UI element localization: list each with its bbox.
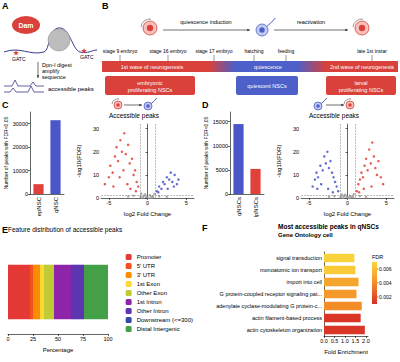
svg-text:2nd wave of neurogenesis: 2nd wave of neurogenesis: [330, 64, 394, 70]
svg-text:-log10(FDR): -log10(FDR): [276, 145, 282, 178]
svg-text:0.0: 0.0: [320, 338, 328, 344]
svg-text:Other Intron: Other Intron: [137, 308, 169, 314]
svg-text:GATC: GATC: [12, 56, 26, 62]
svg-text:0: 0: [296, 195, 299, 201]
svg-text:larval: larval: [354, 80, 367, 86]
svg-text:late 1st instar: late 1st instar: [357, 48, 387, 54]
svg-text:Gene Ontology cell: Gene Ontology cell: [278, 232, 333, 238]
svg-text:1.0: 1.0: [341, 338, 349, 344]
svg-text:B: B: [102, 1, 109, 11]
svg-text:-log10(FDR): -log10(FDR): [76, 145, 82, 178]
svg-text:F: F: [202, 223, 208, 233]
svg-text:0.004: 0.004: [379, 280, 392, 286]
svg-text:epNSC: epNSC: [36, 196, 42, 216]
svg-text:Distal Intergenic: Distal Intergenic: [137, 326, 180, 332]
svg-text:0: 0: [96, 195, 99, 201]
svg-text:log2 Fold Change: log2 Fold Change: [324, 211, 372, 217]
svg-text:5: 5: [185, 200, 188, 206]
svg-text:10000: 10000: [213, 143, 228, 149]
svg-text:0.002: 0.002: [379, 294, 392, 300]
svg-text:20000: 20000: [13, 144, 28, 150]
svg-text:0: 0: [225, 191, 228, 197]
svg-text:actin filament-based process: actin filament-based process: [252, 315, 322, 321]
svg-text:Dam: Dam: [18, 22, 33, 29]
svg-text:monoatomic ion transport: monoatomic ion transport: [260, 267, 323, 273]
svg-text:E: E: [2, 225, 8, 235]
svg-text:0: 0: [146, 200, 149, 206]
svg-text:20: 20: [93, 149, 99, 155]
svg-text:reactivation: reactivation: [297, 19, 325, 25]
svg-text:-5: -5: [106, 200, 111, 206]
svg-text:FDR: FDR: [372, 254, 383, 260]
svg-text:30: 30: [93, 126, 99, 132]
svg-text:75: 75: [80, 336, 86, 342]
svg-text:Accessible peaks: Accessible peaks: [309, 112, 360, 120]
svg-text:30000: 30000: [13, 121, 28, 127]
svg-text:proliferating NSCs: proliferating NSCs: [128, 87, 173, 93]
svg-text:qNSC: qNSC: [53, 196, 59, 213]
svg-text:qNSCs: qNSCs: [236, 197, 242, 216]
svg-text:adenylate cyclase-modulating G: adenylate cyclase-modulating G protein-c…: [216, 303, 322, 309]
svg-text:sequence: sequence: [42, 74, 66, 80]
svg-text:Dpn-I digest: Dpn-I digest: [42, 62, 72, 68]
svg-text:10000: 10000: [13, 168, 28, 174]
svg-text:GATC: GATC: [80, 54, 94, 60]
svg-text:embryonic: embryonic: [137, 80, 163, 86]
svg-text:A: A: [2, 1, 9, 11]
svg-text:10: 10: [93, 172, 99, 178]
svg-text:accessible peaks: accessible peaks: [48, 86, 94, 92]
svg-text:quiescence induction: quiescence induction: [180, 19, 231, 25]
svg-text:proliferating NSCs: proliferating NSCs: [339, 87, 384, 93]
svg-text:actin cytoskeleton organizatio: actin cytoskeleton organization: [247, 327, 322, 333]
svg-text:log2 Fold Change: log2 Fold Change: [124, 211, 172, 217]
svg-text:2.0: 2.0: [362, 338, 370, 344]
svg-text:quiescence: quiescence: [254, 64, 282, 70]
svg-text:-5: -5: [306, 200, 311, 206]
svg-text:D: D: [202, 100, 209, 110]
svg-text:hatching: hatching: [245, 48, 264, 54]
svg-text:G protein-coupled receptor sig: G protein-coupled receptor signaling pat…: [220, 291, 323, 297]
svg-text:Fold Enrichment: Fold Enrichment: [324, 349, 368, 355]
svg-text:Percentage: Percentage: [43, 347, 74, 353]
svg-text:5000: 5000: [216, 167, 228, 173]
svg-text:10: 10: [293, 172, 299, 178]
svg-text:100: 100: [103, 336, 112, 342]
svg-text:0: 0: [6, 336, 9, 342]
svg-text:0.006: 0.006: [379, 266, 392, 272]
svg-text:50: 50: [55, 336, 61, 342]
svg-text:import into cell: import into cell: [287, 279, 322, 285]
svg-text:20: 20: [293, 149, 299, 155]
svg-text:stage 17 embryo: stage 17 embryo: [195, 48, 232, 54]
svg-text:Number of peaks with FDR<0.05: Number of peaks with FDR<0.05: [3, 116, 9, 189]
svg-text:stage 16 embryo: stage 16 embryo: [149, 48, 186, 54]
svg-text:0: 0: [346, 200, 349, 206]
svg-text:1st Intron: 1st Intron: [137, 299, 162, 305]
svg-text:stage 9 embryo: stage 9 embryo: [103, 48, 138, 54]
svg-text:Downstream (<=300): Downstream (<=300): [137, 317, 193, 323]
svg-text:signal transduction: signal transduction: [276, 255, 322, 261]
svg-text:25: 25: [30, 336, 36, 342]
svg-text:amplify: amplify: [42, 68, 60, 74]
svg-text:5' UTR: 5' UTR: [137, 263, 156, 269]
svg-text:1.5: 1.5: [352, 338, 360, 344]
svg-text:Accessible peaks: Accessible peaks: [109, 112, 160, 120]
svg-text:quiescent NSCs: quiescent NSCs: [247, 83, 287, 89]
svg-text:Promoter: Promoter: [137, 254, 162, 260]
svg-text:feeding: feeding: [278, 48, 295, 54]
svg-text:0: 0: [25, 191, 28, 197]
svg-text:Number of peaks with FDR<0.05: Number of peaks with FDR<0.05: [203, 116, 209, 189]
svg-text:lpNSCs: lpNSCs: [253, 197, 259, 217]
svg-text:15000: 15000: [213, 119, 228, 125]
svg-text:5: 5: [385, 200, 388, 206]
svg-text:1st wave of neurogenesis: 1st wave of neurogenesis: [121, 64, 184, 70]
svg-text:1st Exon: 1st Exon: [137, 281, 160, 287]
svg-text:Feature distribution of access: Feature distribution of accessible peaks: [8, 226, 123, 234]
svg-text:Most accessible peaks in qNSCs: Most accessible peaks in qNSCs: [278, 223, 379, 231]
svg-text:C: C: [2, 100, 9, 110]
svg-text:Other Exon: Other Exon: [137, 290, 167, 296]
svg-text:3' UTR: 3' UTR: [137, 272, 156, 278]
svg-text:0.5: 0.5: [331, 338, 339, 344]
svg-text:30: 30: [293, 126, 299, 132]
